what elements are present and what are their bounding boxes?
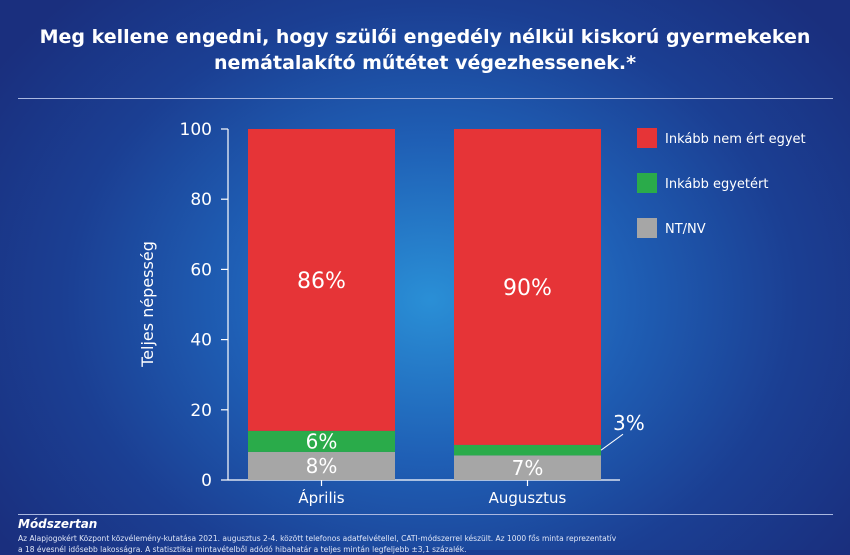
data-label-leader [600,433,624,451]
x-tick-label: Augusztus [489,489,567,507]
y-tick-label: 100 [180,120,212,140]
legend-swatch [637,128,657,148]
bar-segment [454,129,601,445]
bar-segment [248,451,395,480]
legend-label: NT/NV [665,222,706,237]
data-label: 8% [306,454,338,478]
chart-title-line-2: nemátalakító műtétet végezhessenek.* [213,52,637,74]
y-tick-label: 40 [190,331,212,351]
legend-label: Inkább egyetért [665,177,768,192]
chart-title: Meg kellene engedni, hogy szülői engedél… [0,24,850,76]
y-tick-label: 60 [190,260,212,280]
bar-segment [454,455,601,480]
data-label: 90% [503,276,552,301]
y-axis-label: Teljes népesség [138,241,157,368]
y-tick-label: 20 [190,401,212,421]
data-label: 6% [306,430,338,454]
top-divider [18,98,833,99]
bar-segment [454,444,601,456]
legend-label: Inkább nem ért egyet [665,132,806,147]
data-label: 7% [512,456,544,480]
chart-title-line-1: Meg kellene engedni, hogy szülői engedél… [39,26,811,48]
stacked-bar-chart: 0 20 40 60 80 100 Teljes népesség Április 8%6% 86… [138,120,806,507]
y-tick-label: 0 [201,471,212,491]
data-label: 3% [613,411,645,435]
methodology-text-line-1: Az Alapjogokért Központ közvélemény-kuta… [18,534,617,543]
bottom-divider [18,514,833,515]
bar-segment [248,129,395,431]
x-tick-label: Április [298,488,344,507]
methodology-title: Módszertan [18,517,98,531]
legend-swatch [637,173,657,193]
legend-swatch [637,218,657,238]
methodology-text: Az Alapjogokért Központ közvélemény-kuta… [18,533,833,555]
y-tick-label: 80 [190,190,212,210]
bar-segment [248,430,395,452]
data-label: 86% [297,269,346,294]
